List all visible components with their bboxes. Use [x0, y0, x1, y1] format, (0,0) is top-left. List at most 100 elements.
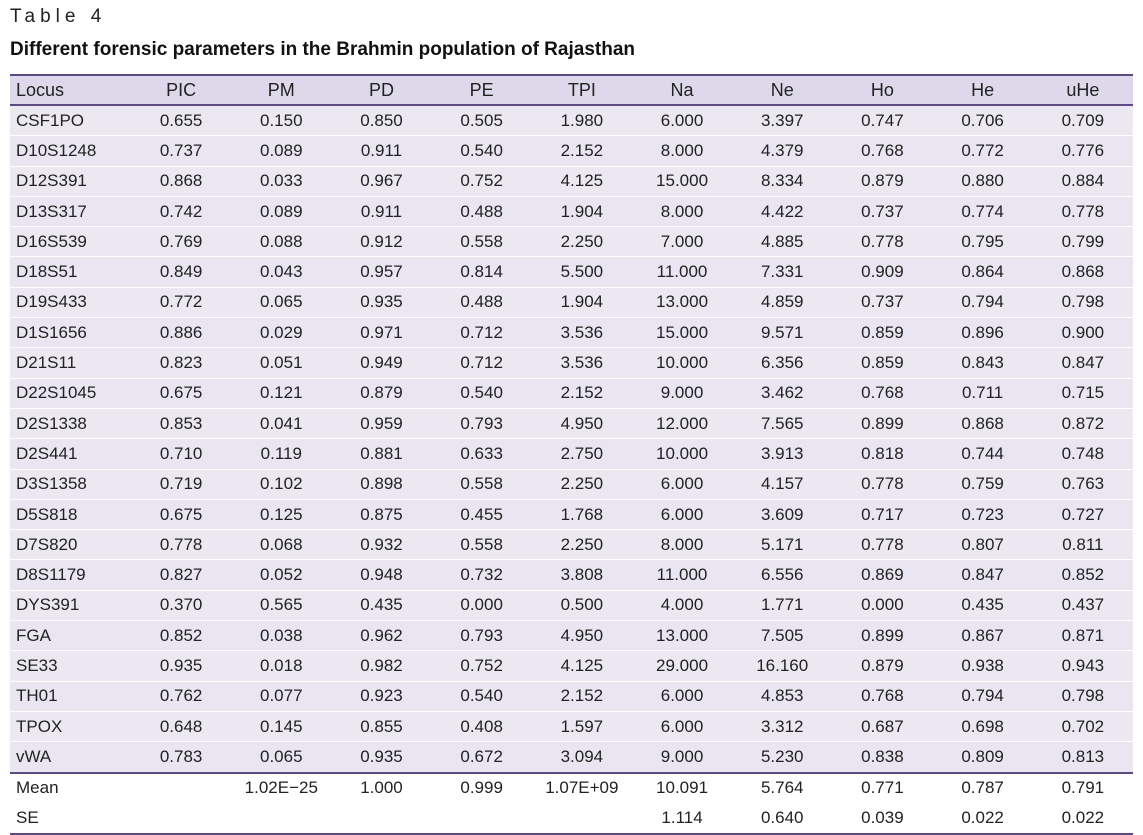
value-cell: 0.488 [431, 287, 532, 319]
table-row: D10S1248 0.737 0.089 0.911 0.540 2.152 8.000 4.… [10, 135, 1133, 167]
value-cell: 0.962 [331, 620, 432, 652]
value-cell: 0.880 [932, 166, 1033, 197]
value-cell: 0.772 [932, 135, 1033, 167]
row-label-cell: D5S818 [10, 499, 131, 531]
value-cell: 0.911 [331, 196, 432, 228]
value-cell: 0.859 [832, 347, 933, 379]
value-cell: 0.867 [932, 620, 1033, 652]
value-cell: 0.759 [932, 469, 1033, 500]
row-label-cell: Mean [10, 771, 131, 804]
value-cell: 0.698 [932, 711, 1033, 743]
value-cell: 12.000 [631, 408, 733, 440]
value-cell: 0.911 [331, 135, 432, 167]
value-cell: 0.807 [932, 529, 1033, 561]
value-cell: 0.852 [1032, 559, 1133, 591]
value-cell: 0.871 [1032, 620, 1133, 652]
value-cell: 5.500 [531, 256, 632, 288]
value-cell: 8.000 [631, 196, 733, 228]
table-row: D19S433 0.772 0.065 0.935 0.488 1.904 13.000 4.… [10, 287, 1133, 319]
value-cell: 11.000 [631, 256, 733, 288]
table-row: D5S818 0.675 0.125 0.875 0.455 1.768 6.000 3.60… [10, 499, 1133, 531]
value-cell: 0.879 [832, 166, 933, 197]
value-cell: 0.793 [431, 620, 532, 652]
value-cell: 10.000 [631, 347, 733, 379]
value-cell: 0.748 [1032, 438, 1133, 470]
value-cell: 0.125 [231, 499, 332, 531]
row-label-cell: D12S391 [10, 166, 131, 197]
value-cell: 0.000 [832, 590, 933, 622]
value-cell: 0.088 [231, 226, 332, 258]
row-label-cell: CSF1PO [10, 105, 131, 137]
row-label-cell: D1S1656 [10, 317, 131, 349]
row-label-cell: TPOX [10, 711, 131, 743]
value-cell: 0.935 [131, 650, 232, 682]
value-cell: 0.935 [331, 741, 432, 774]
value-cell: 6.000 [631, 469, 733, 500]
value-cell: 0.818 [832, 438, 933, 470]
value-cell: 0.912 [331, 226, 432, 258]
value-cell: 0.500 [531, 590, 632, 622]
value-cell: 0.752 [431, 166, 532, 197]
value-cell: 4.125 [531, 166, 632, 197]
value-cell: 0.814 [431, 256, 532, 288]
value-cell [331, 803, 432, 835]
value-cell: 4.885 [732, 226, 833, 258]
row-label-cell: vWA [10, 741, 131, 774]
value-cell: 0.065 [231, 741, 332, 774]
value-cell: 0.982 [331, 650, 432, 682]
value-cell: 0.051 [231, 347, 332, 379]
value-cell: 1.02E−25 [231, 771, 332, 804]
value-cell: 0.712 [431, 317, 532, 349]
value-cell: 0.852 [131, 620, 232, 652]
se-row: SE 1.114 0.640 0.039 0.022 0.022 [10, 803, 1133, 835]
value-cell: 0.868 [131, 166, 232, 197]
table-row: vWA 0.783 0.065 0.935 0.672 3.094 9.000 5.230 0.… [10, 741, 1133, 774]
value-cell: 0.747 [832, 105, 933, 137]
table-row: D12S391 0.868 0.033 0.967 0.752 4.125 15.000 8.… [10, 166, 1133, 197]
value-cell: 0.938 [932, 650, 1033, 682]
value-cell: 0.687 [832, 711, 933, 743]
value-cell: 5.230 [732, 741, 833, 774]
value-cell: 13.000 [631, 620, 733, 652]
value-cell [531, 803, 632, 835]
row-label-cell: D21S11 [10, 347, 131, 379]
value-cell: 0.762 [131, 681, 232, 712]
value-cell: 10.091 [631, 771, 733, 804]
value-cell: 0.787 [932, 771, 1033, 804]
value-cell: 0.565 [231, 590, 332, 622]
value-cell: 13.000 [631, 287, 733, 319]
value-cell: 0.041 [231, 408, 332, 440]
value-cell: 0.712 [431, 347, 532, 379]
value-cell: 0.742 [131, 196, 232, 228]
value-cell: 3.397 [732, 105, 833, 137]
value-cell: 0.776 [1032, 135, 1133, 167]
table-row: D2S1338 0.853 0.041 0.959 0.793 4.950 12.000 7.… [10, 408, 1133, 440]
table-body: CSF1PO 0.655 0.150 0.850 0.505 1.980 6.000 3.39… [10, 105, 1133, 835]
value-cell: 0.455 [431, 499, 532, 531]
value-cell: 1.768 [531, 499, 632, 531]
value-cell: 8.000 [631, 135, 733, 167]
value-cell: 0.540 [431, 378, 532, 409]
value-cell: 0.675 [131, 499, 232, 531]
value-cell: 0.145 [231, 711, 332, 743]
value-cell: 1.771 [732, 590, 833, 622]
value-cell: 2.250 [531, 226, 632, 258]
value-cell: 0.799 [1032, 226, 1133, 258]
value-cell: 3.312 [732, 711, 833, 743]
value-cell: 0.868 [932, 408, 1033, 440]
value-cell: 4.950 [531, 620, 632, 652]
value-cell: 0.900 [1032, 317, 1133, 349]
table-row: D18S51 0.849 0.043 0.957 0.814 5.500 11.000 7.3… [10, 256, 1133, 288]
row-label-cell: SE [10, 803, 131, 835]
column-header-tpi: TPI [531, 74, 632, 106]
value-cell: 0.971 [331, 317, 432, 349]
table-header: Locus PIC PM PD PE TPI Na Ne Ho He uHe [10, 74, 1133, 106]
value-cell: 0.795 [932, 226, 1033, 258]
column-header-pd: PD [331, 74, 432, 106]
value-cell: 0.898 [331, 469, 432, 500]
value-cell: 0.102 [231, 469, 332, 500]
value-cell: 0.763 [1032, 469, 1133, 500]
value-cell: 0.437 [1032, 590, 1133, 622]
value-cell: 1.904 [531, 287, 632, 319]
value-cell: 0.879 [331, 378, 432, 409]
